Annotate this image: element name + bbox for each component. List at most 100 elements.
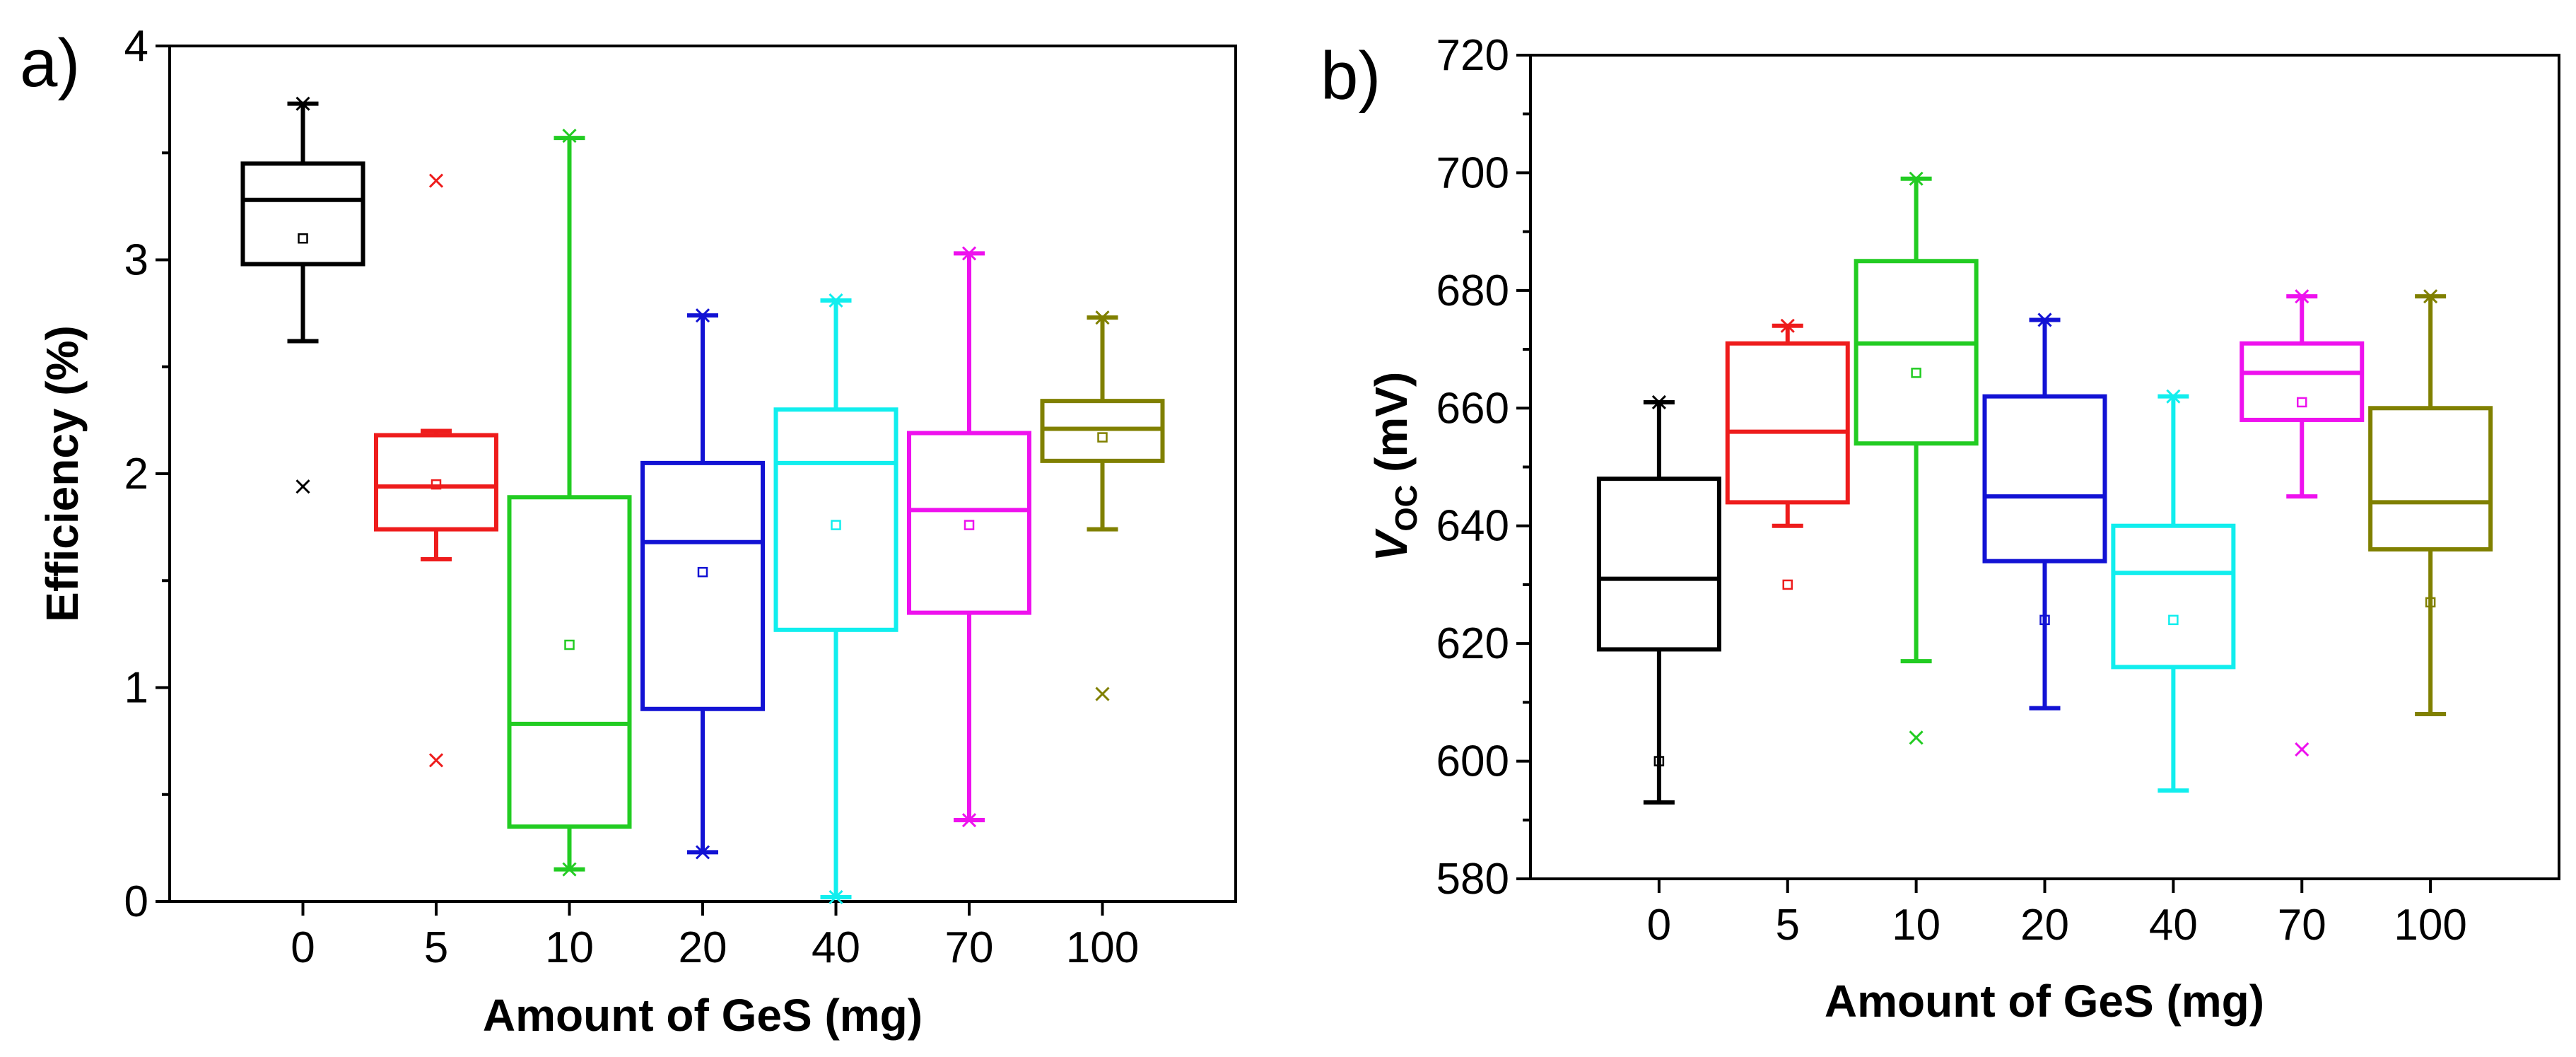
outlier-stroke — [562, 862, 577, 877]
outlier-stroke — [428, 173, 444, 188]
outlier-marker — [562, 862, 577, 877]
iqr-box — [1040, 399, 1165, 463]
mean-marker — [2297, 397, 2307, 408]
outlier-marker — [295, 479, 310, 494]
outlier-marker — [2423, 289, 2438, 304]
x-tick-label: 40 — [2149, 901, 2198, 950]
outlier-marker — [1651, 395, 1666, 410]
outlier-marker — [829, 293, 843, 308]
mean-marker — [2168, 614, 2179, 626]
iqr-box — [1596, 477, 1721, 652]
iqr-box — [773, 407, 898, 632]
outlier-marker — [428, 753, 444, 768]
outlier-marker — [1095, 310, 1110, 325]
iqr-box — [1725, 341, 1850, 505]
x-axis-title: Amount of GeS (mg) — [1825, 976, 2264, 1027]
x-tick-label: 70 — [945, 923, 994, 972]
box-40mg — [773, 293, 898, 905]
iqr-box — [2111, 523, 2236, 670]
outlier-stroke — [1095, 310, 1110, 325]
y-tick-label: 2 — [124, 450, 148, 498]
x-tick-label: 100 — [1066, 923, 1139, 972]
box-100mg — [1040, 310, 1165, 701]
x-tick-label: 20 — [679, 923, 727, 972]
outlier-stroke — [1909, 171, 1924, 186]
iqr-box — [907, 431, 1031, 615]
outlier-marker — [1909, 730, 1924, 745]
x-tick-label: 5 — [1776, 901, 1800, 950]
outlier-marker — [2037, 313, 2052, 327]
outlier-stroke — [1651, 395, 1666, 410]
x-tick-label: 0 — [1647, 901, 1671, 950]
panel-label: a) — [20, 25, 80, 101]
outlier-stroke — [961, 246, 977, 261]
outlier-marker — [1909, 171, 1924, 186]
x-tick-label: 40 — [812, 923, 860, 972]
y-tick-label: 640 — [1436, 502, 1509, 551]
y-tick-label: 1 — [124, 664, 148, 713]
panel-label: b) — [1321, 38, 1381, 114]
x-tick-label: 5 — [424, 923, 448, 972]
y-tick-label: 0 — [124, 877, 148, 926]
mean-marker — [1911, 368, 1921, 378]
outlier-stroke — [2295, 289, 2309, 304]
x-tick-label: 70 — [2278, 901, 2326, 950]
y-tick-label: 720 — [1436, 31, 1509, 80]
outlier-marker — [428, 173, 444, 188]
outlier-marker — [562, 128, 577, 144]
y-tick-label: 680 — [1436, 267, 1509, 315]
outlier-marker — [961, 812, 977, 828]
box-20mg — [640, 308, 765, 860]
outlier-stroke — [295, 96, 310, 111]
outlier-marker — [695, 845, 710, 860]
plot-frame — [1529, 54, 2560, 880]
outlier-stroke — [1095, 687, 1110, 701]
mean-marker — [2425, 597, 2436, 608]
outlier-stroke — [829, 889, 843, 905]
box-5mg — [374, 173, 498, 768]
outlier-stroke — [562, 128, 577, 144]
mean-marker — [298, 233, 308, 244]
mean-marker — [564, 639, 575, 650]
iqr-box — [374, 433, 498, 532]
x-tick-label: 10 — [545, 923, 594, 972]
box-0mg — [240, 96, 365, 494]
panel-b: 580 600 620 640 660 680 700 720 0 5 10 20 40 70 100 b) A… — [1321, 31, 2560, 1027]
mean-marker — [964, 520, 975, 530]
outlier-marker — [2295, 742, 2309, 757]
mean-marker — [1097, 432, 1108, 443]
outlier-marker — [961, 246, 977, 261]
iqr-box — [2240, 341, 2365, 422]
outlier-stroke — [428, 753, 444, 768]
mean-marker — [831, 520, 841, 530]
box-10mg — [507, 128, 632, 877]
y-tick-label: 580 — [1436, 855, 1509, 904]
y-axis-title-unit: (mV) — [1366, 372, 1417, 485]
outlier-marker — [1095, 687, 1110, 701]
y-tick-label: 600 — [1436, 737, 1509, 786]
mean-marker — [2039, 614, 2050, 626]
outlier-marker — [295, 96, 310, 111]
outlier-stroke — [2037, 313, 2052, 327]
y-tick-label: 3 — [124, 236, 148, 285]
outlier-stroke — [2166, 389, 2181, 404]
y-axis-title: Efficiency (%) — [37, 325, 88, 622]
y-axis-title-subscript: OC — [1389, 485, 1424, 532]
outlier-stroke — [295, 479, 310, 494]
outlier-marker — [695, 308, 710, 323]
outlier-marker — [2166, 389, 2181, 404]
box-20mg — [1982, 313, 2107, 711]
outlier-stroke — [695, 308, 710, 323]
box-40mg — [2111, 389, 2236, 793]
iqr-box — [2368, 406, 2493, 551]
mean-marker — [697, 566, 708, 578]
box-70mg — [907, 246, 1031, 828]
mean-marker — [1653, 756, 1665, 766]
iqr-box — [507, 495, 632, 829]
outlier-stroke — [829, 293, 843, 308]
box-70mg — [2240, 289, 2365, 757]
mean-marker — [1782, 579, 1793, 590]
y-axis-title-main: V — [1366, 527, 1417, 561]
